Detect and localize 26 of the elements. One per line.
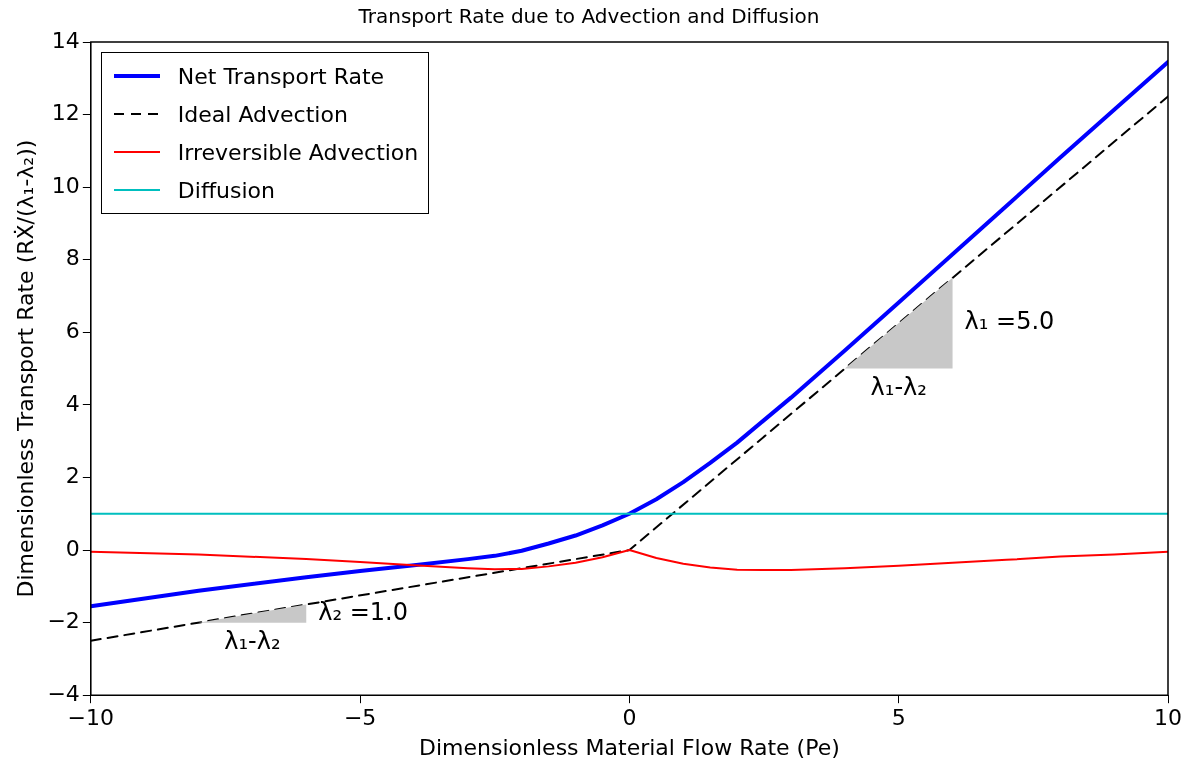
x-tick-label: −5	[343, 705, 377, 731]
y-tick-label: 10	[51, 172, 80, 198]
x-tick-label: 10	[1154, 705, 1182, 731]
y-tick-label: 2	[65, 463, 80, 489]
y-tick-label: 8	[65, 245, 80, 271]
chart-title: Transport Rate due to Advection and Diffusion	[357, 4, 820, 29]
x-tick-label: −10	[67, 705, 115, 731]
annotation: λ₁-λ₂	[224, 626, 281, 655]
y-tick-label: 4	[65, 390, 80, 416]
annotation: λ₂ =1.0	[318, 597, 408, 626]
annotation: λ₁-λ₂	[870, 372, 927, 401]
y-tick-label: 12	[51, 100, 80, 126]
y-tick-label: 6	[65, 318, 80, 344]
legend-label: Net Transport Rate	[177, 63, 385, 89]
legend-label: Irreversible Advection	[177, 139, 419, 165]
annotation: λ₁ =5.0	[964, 307, 1055, 336]
y-tick-label: −4	[47, 680, 80, 706]
y-tick-label: −2	[47, 608, 80, 634]
legend-label: Diffusion	[177, 177, 275, 203]
y-axis-title: Dimensionless Transport Rate (RẊ/(λ₁-λ₂))	[12, 139, 38, 598]
x-axis-title: Dimensionless Material Flow Rate (Pe)	[419, 734, 840, 760]
y-tick-label: 0	[65, 535, 80, 561]
x-tick-label: 0	[622, 705, 637, 731]
legend-label: Ideal Advection	[177, 101, 348, 127]
x-tick-label: 5	[891, 705, 906, 731]
y-tick-label: 14	[51, 27, 80, 53]
